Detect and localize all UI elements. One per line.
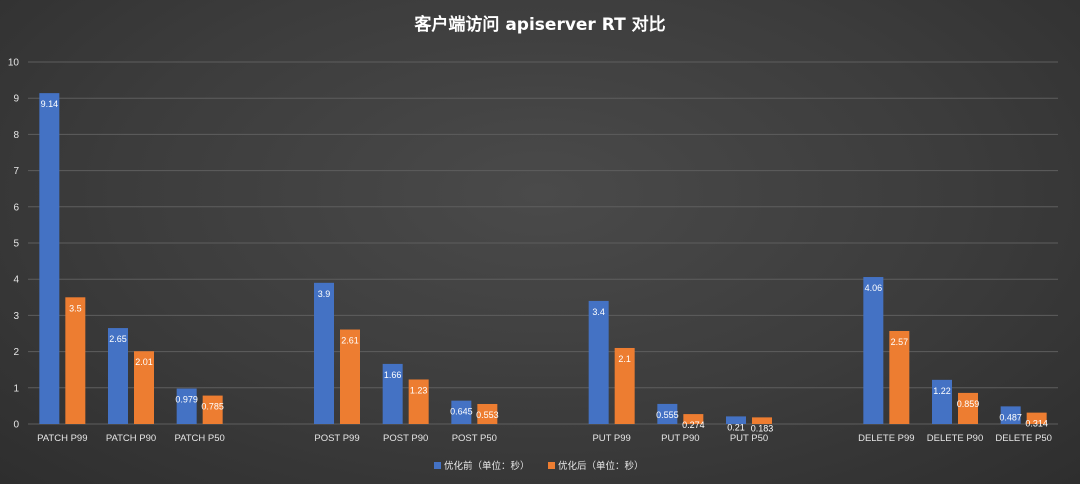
x-tick-label-post-p99: POST P99 — [314, 433, 359, 444]
data-label-before-post-p50: 0.645 — [450, 407, 473, 417]
data-label-before-post-p99: 3.9 — [318, 289, 331, 299]
y-tick-label-4: 4 — [13, 275, 19, 286]
bar-before-delete-p50 — [1000, 406, 1021, 424]
data-label-before-patch-p90: 2.65 — [109, 334, 127, 344]
bar-after-delete-p99 — [889, 330, 910, 424]
x-tick-label-patch-p99: PATCH P99 — [37, 433, 87, 444]
data-label-before-delete-p90: 1.22 — [933, 386, 951, 396]
bar-after-post-p50 — [477, 403, 498, 424]
data-label-after-post-p99: 2.61 — [341, 336, 359, 346]
x-tick-label-delete-p50: DELETE P50 — [995, 433, 1052, 444]
bar-before-post-p99 — [314, 282, 334, 424]
data-label-after-put-p50: 0.183 — [751, 423, 774, 433]
bars — [39, 93, 1047, 424]
gridlines — [28, 61, 1058, 425]
bar-after-patch-p90 — [134, 351, 154, 424]
bar-after-delete-p90 — [958, 392, 978, 424]
y-tick-label-9: 9 — [13, 94, 19, 105]
legend-swatch-before — [434, 462, 441, 469]
bar-after-post-p99 — [340, 329, 360, 424]
data-label-before-delete-p99: 4.06 — [865, 283, 883, 293]
data-label-after-delete-p90: 0.859 — [957, 399, 980, 409]
data-label-after-patch-p90: 2.01 — [135, 357, 153, 367]
data-label-before-put-p50: 0.21 — [727, 422, 745, 432]
bar-before-delete-p99 — [863, 277, 884, 424]
y-tick-label-8: 8 — [13, 130, 19, 141]
x-tick-label-post-p50: POST P50 — [452, 433, 497, 444]
data-label-after-delete-p50: 0.314 — [1025, 419, 1048, 429]
data-label-after-patch-p50: 0.785 — [201, 402, 224, 412]
bar-before-patch-p50 — [176, 388, 197, 424]
data-label-after-post-p90: 1.23 — [410, 385, 428, 395]
chart-title: 客户端访问 apiserver RT 对比 — [413, 14, 665, 35]
x-tick-label-post-p90: POST P90 — [383, 433, 428, 444]
y-tick-label-1: 1 — [13, 383, 19, 394]
x-tick-label-patch-p50: PATCH P50 — [174, 433, 224, 444]
legend-swatch-after — [548, 462, 555, 469]
bar-after-put-p99 — [614, 347, 635, 424]
y-tick-label-10: 10 — [8, 58, 20, 69]
legend-label-after: 优化后（单位：秒） — [558, 460, 644, 472]
legend: 优化前（单位：秒） 优化后（单位：秒） — [434, 460, 644, 472]
y-tick-label-5: 5 — [13, 239, 19, 250]
y-tick-label-6: 6 — [13, 202, 19, 213]
legend-label-before: 优化前（单位：秒） — [444, 460, 530, 472]
bar-before-put-p90 — [657, 403, 678, 424]
x-axis-ticks: PATCH P99 PATCH P90 PATCH P50 POST P99 POST … — [37, 433, 1052, 444]
data-label-before-put-p99: 3.4 — [592, 307, 605, 317]
data-label-after-put-p99: 2.1 — [618, 354, 631, 364]
data-label-after-post-p50: 0.553 — [476, 410, 499, 420]
data-label-after-delete-p99: 2.57 — [891, 337, 909, 347]
bar-before-post-p50 — [451, 400, 472, 424]
bar-after-patch-p50 — [202, 395, 223, 424]
x-tick-label-delete-p90: DELETE P90 — [927, 433, 984, 444]
y-axis-ticks: 0 1 2 3 4 5 6 7 8 9 10 — [8, 58, 20, 431]
bar-before-put-p99 — [588, 300, 609, 424]
bar-after-put-p50 — [752, 417, 772, 424]
bar-after-post-p90 — [408, 379, 429, 424]
x-tick-label-patch-p90: PATCH P90 — [106, 433, 156, 444]
data-label-before-delete-p50: 0.487 — [999, 412, 1022, 422]
bar-before-delete-p90 — [932, 379, 952, 424]
data-label-before-patch-p50: 0.979 — [175, 395, 198, 405]
bar-after-patch-p99 — [65, 297, 86, 424]
bar-before-post-p90 — [382, 363, 403, 424]
data-label-before-put-p90: 0.555 — [656, 410, 679, 420]
x-tick-label-put-p50: PUT P50 — [730, 433, 768, 444]
x-tick-label-put-p99: PUT P99 — [592, 433, 630, 444]
bar-before-patch-p90 — [108, 328, 128, 424]
y-tick-label-7: 7 — [13, 166, 19, 177]
data-label-after-put-p90: 0.274 — [682, 420, 705, 430]
x-tick-label-delete-p99: DELETE P99 — [858, 433, 915, 444]
bar-after-put-p90 — [683, 414, 704, 424]
bar-before-put-p50 — [726, 416, 746, 424]
y-tick-label-3: 3 — [13, 311, 19, 322]
x-tick-label-put-p90: PUT P90 — [661, 433, 699, 444]
y-tick-label-0: 0 — [13, 420, 19, 431]
data-label-before-post-p90: 1.66 — [384, 370, 402, 380]
bar-after-delete-p50 — [1026, 412, 1047, 424]
bar-before-patch-p99 — [39, 93, 60, 424]
y-tick-label-2: 2 — [13, 347, 19, 358]
data-label-before-patch-p99: 9.14 — [41, 99, 59, 109]
data-label-after-patch-p99: 3.5 — [69, 303, 82, 313]
